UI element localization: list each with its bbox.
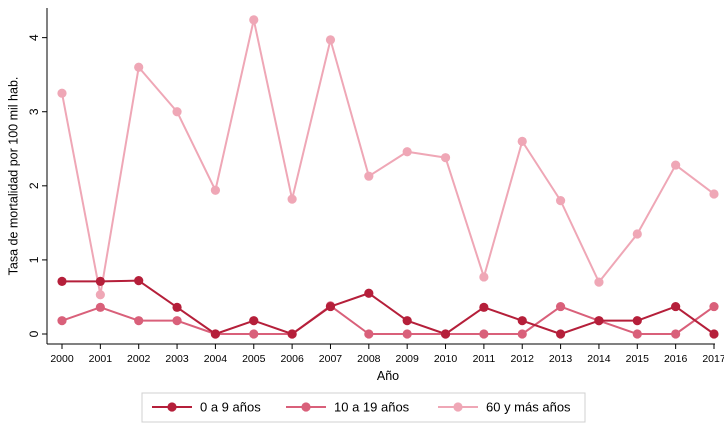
data-point — [57, 88, 67, 98]
series-3 — [57, 15, 719, 300]
y-tick-label: 2 — [27, 182, 41, 189]
legend-marker — [301, 402, 311, 412]
data-point — [402, 316, 412, 326]
legend-label: 60 y más años — [486, 400, 571, 415]
data-point — [671, 160, 681, 170]
x-tick-label: 2009 — [395, 353, 419, 365]
series-layer — [57, 15, 719, 339]
data-point — [210, 329, 221, 339]
x-tick-label: 2016 — [664, 353, 688, 365]
data-point — [632, 329, 642, 339]
data-point — [57, 316, 67, 326]
data-point — [555, 301, 566, 312]
x-tick-label: 2006 — [280, 353, 304, 365]
data-point — [134, 62, 144, 72]
data-point — [172, 107, 182, 117]
data-point — [632, 229, 642, 239]
data-point — [709, 301, 719, 312]
data-point — [364, 329, 374, 339]
x-tick-label: 2007 — [319, 353, 343, 365]
series-line — [61, 304, 715, 335]
x-tick-label: 2012 — [511, 353, 535, 365]
data-point — [210, 185, 221, 195]
y-tick-label: 0 — [27, 330, 41, 337]
data-point — [172, 316, 182, 326]
legend-item: 10 a 19 años — [286, 400, 410, 415]
legend-marker — [167, 402, 177, 412]
data-point — [364, 288, 374, 298]
data-point — [440, 153, 451, 163]
data-point — [555, 196, 566, 206]
legend-item: 60 y más años — [438, 400, 571, 415]
data-point — [95, 302, 105, 312]
x-tick-label: 2013 — [549, 353, 573, 365]
x-tick-label: 2017 — [702, 353, 724, 365]
y-axis-title: Tasa de mortalidad por 100 mil hab. — [6, 77, 20, 276]
data-point — [594, 277, 604, 287]
y-tick-label: 3 — [27, 108, 41, 115]
legend: 0 a 9 años 10 a 19 años 60 y más años — [141, 392, 586, 423]
legend-box — [141, 392, 586, 423]
data-point — [57, 276, 67, 286]
data-point — [249, 316, 259, 326]
data-point — [287, 194, 297, 204]
data-point — [325, 35, 336, 45]
data-point — [709, 189, 719, 199]
x-tick-label: 2005 — [242, 353, 266, 365]
x-tick-label: 2015 — [626, 353, 650, 365]
data-point — [479, 329, 489, 339]
data-point — [134, 316, 144, 326]
data-point — [95, 276, 105, 286]
data-point — [671, 329, 681, 339]
data-point — [364, 171, 374, 181]
data-point — [134, 276, 144, 286]
x-tick-label: 2002 — [127, 353, 151, 365]
series-line — [61, 18, 715, 296]
data-point — [172, 302, 182, 312]
x-tick-label: 2004 — [204, 353, 228, 365]
data-point — [402, 329, 412, 339]
x-tick-label: 2010 — [434, 353, 458, 365]
data-point — [709, 329, 719, 339]
legend-label: 0 a 9 años — [200, 400, 261, 415]
legend-label: 10 a 19 años — [334, 400, 410, 415]
data-point — [325, 301, 336, 312]
data-point — [632, 316, 642, 326]
legend-marker — [453, 402, 463, 412]
x-axis-title: Año — [377, 369, 399, 383]
data-point — [517, 136, 527, 146]
data-point — [287, 329, 297, 339]
data-point — [671, 301, 681, 312]
x-tick-label: 2000 — [50, 353, 74, 365]
data-point — [517, 329, 527, 339]
data-point — [402, 147, 412, 157]
x-tick-label: 2003 — [165, 353, 189, 365]
y-tick-label: 4 — [27, 34, 41, 41]
y-tick-label: 1 — [27, 256, 41, 263]
data-point — [249, 15, 259, 25]
x-tick-label: 2001 — [89, 353, 113, 365]
x-tick-label: 2008 — [357, 353, 381, 365]
series-line — [62, 279, 715, 335]
data-point — [594, 316, 604, 326]
data-point — [95, 290, 105, 300]
data-point — [479, 272, 489, 282]
data-point — [517, 316, 527, 326]
data-point — [440, 329, 451, 339]
data-point — [249, 329, 259, 339]
series-1 — [57, 276, 719, 339]
x-tick-label: 2011 — [473, 353, 496, 365]
x-tick-label: 2014 — [587, 353, 611, 365]
data-point — [555, 329, 566, 339]
axes: 0 1 2 3 4 2000 2001 2002 2003 2004 2005 2006 2007 200… — [27, 8, 724, 365]
legend-item: 0 a 9 años — [152, 400, 261, 415]
data-point — [479, 302, 489, 312]
